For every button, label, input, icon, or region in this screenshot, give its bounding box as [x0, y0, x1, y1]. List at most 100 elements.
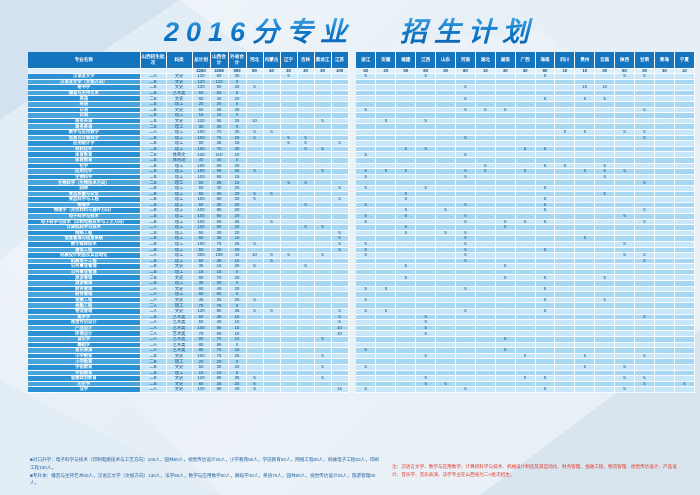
- province-cell: 5: [395, 146, 417, 153]
- province-cell: [574, 112, 596, 119]
- province-cell: 5: [356, 168, 377, 175]
- province-cell: [475, 185, 496, 192]
- province-cell: [674, 386, 696, 393]
- province-cell: [674, 353, 696, 360]
- province-cell: [515, 112, 536, 119]
- province-cell: [574, 358, 596, 365]
- province-cell: [395, 286, 417, 293]
- province-cell: [297, 163, 315, 170]
- province-cell: 40: [263, 68, 281, 75]
- province-cell: [554, 353, 576, 360]
- province-cell: [356, 179, 377, 186]
- province-cell: [331, 280, 349, 287]
- province-cell: [475, 370, 496, 377]
- province-cell: [515, 342, 536, 349]
- shanxi-total-cell: 30: [210, 202, 229, 209]
- province-cell: [674, 302, 696, 309]
- province-cell: [246, 213, 264, 220]
- province-cell: 5: [375, 118, 397, 125]
- province-cell: [495, 269, 516, 276]
- province-cell: [554, 280, 576, 287]
- category-cell: 理工: [166, 235, 193, 242]
- province-cell: [331, 123, 349, 130]
- province-cell: [297, 252, 315, 259]
- province-cell: [415, 168, 437, 175]
- province-cell: [554, 291, 576, 298]
- province-cell: [356, 123, 377, 130]
- province-cell: [297, 230, 315, 237]
- province-cell: [395, 370, 417, 377]
- province-cell: [475, 375, 496, 382]
- totals-row: 4260 3268 992 80 40 30 30 30 100 92 20 50 60 30 80 10 30…: [28, 68, 696, 75]
- table-row: 数学与应用数学 二A 理工 100 70 30 5 5 5 5 5 5: [28, 129, 696, 136]
- category-cell: 理工: [166, 163, 193, 170]
- province-cell: 5: [455, 135, 476, 142]
- province-cell: [263, 168, 281, 175]
- province-cell: 80: [614, 68, 636, 75]
- province-cell: [554, 151, 576, 158]
- province-cell: [314, 219, 332, 226]
- province-cell: [435, 353, 456, 360]
- province-cell: 5: [356, 286, 377, 293]
- major-name-cell: 物流管理: [28, 308, 141, 315]
- province-cell: [297, 286, 315, 293]
- province-cell: [375, 146, 397, 153]
- shanxi-total-cell: 75: [210, 347, 229, 354]
- province-cell: [495, 241, 516, 248]
- province-cell: [674, 118, 696, 125]
- province-cell: [375, 314, 397, 321]
- province-cell: 5: [594, 168, 616, 175]
- province-cell: [515, 330, 536, 337]
- province-cell: [654, 375, 675, 382]
- table-row: 英语 二B 理工 20 20 0: [28, 101, 696, 108]
- province-cell: [314, 157, 332, 164]
- province-cell: [614, 342, 636, 349]
- province-cell: [594, 386, 616, 393]
- province-header: 吉林: [297, 52, 315, 69]
- province-cell: [475, 314, 496, 321]
- province-cell: [495, 297, 516, 304]
- province-cell: 5: [356, 213, 377, 220]
- other-total-cell: 0: [228, 269, 247, 276]
- province-cell: [535, 235, 556, 242]
- province-cell: [515, 364, 536, 371]
- province-cell: [246, 319, 264, 326]
- province-cell: [574, 241, 596, 248]
- province-cell: 5: [535, 146, 556, 153]
- province-cell: [475, 146, 496, 153]
- province-cell: [654, 314, 675, 321]
- province-cell: [263, 247, 281, 254]
- province-cell: [455, 342, 476, 349]
- total-cell: 50: [192, 258, 211, 265]
- category-cell: 理工: [166, 241, 193, 248]
- province-cell: [515, 319, 536, 326]
- province-cell: [594, 73, 616, 80]
- province-cell: [594, 358, 616, 365]
- table-row: 电子科学与技术 二B 理工 100 80 20 5 5 5 5: [28, 213, 696, 220]
- province-cell: [495, 314, 516, 321]
- table-row: 秘书学 二B 文史 120 90 30 5 5 10 10: [28, 84, 696, 91]
- province-cell: [356, 90, 377, 97]
- province-cell: [375, 280, 397, 287]
- province-cell: 5: [594, 297, 616, 304]
- shanxi-total-cell: 35: [210, 258, 229, 265]
- province-cell: [331, 118, 349, 125]
- province-cell: [495, 174, 516, 181]
- province-cell: [554, 386, 576, 393]
- province-cell: [415, 202, 437, 209]
- province-cell: [280, 291, 298, 298]
- province-cell: [574, 219, 596, 226]
- province-cell: [435, 135, 456, 142]
- table-row: 公共事业管理 二B 理工 15 15 0: [28, 269, 696, 276]
- province-cell: [614, 230, 636, 237]
- province-cell: [554, 179, 576, 186]
- province-cell: [297, 123, 315, 130]
- other-total-cell: 25: [228, 381, 247, 388]
- province-cell: [297, 241, 315, 248]
- major-name-cell: 产品设计: [28, 325, 141, 332]
- province-cell: [455, 381, 476, 388]
- province-cell: [455, 263, 476, 270]
- province-cell: [594, 302, 616, 309]
- province-cell: [263, 274, 281, 282]
- table-row: 舞蹈学 二A 艺术类 85 85 0: [28, 342, 696, 349]
